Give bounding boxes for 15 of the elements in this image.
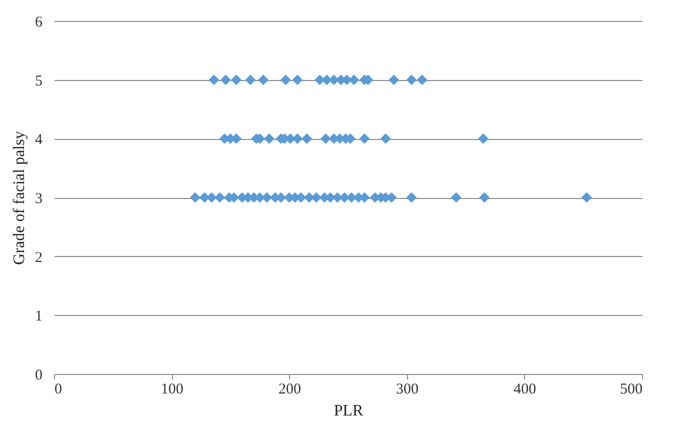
x-axis-title: PLR [334, 402, 364, 420]
y-tick-label: 4 [35, 132, 43, 148]
y-tick-label: 5 [35, 73, 42, 90]
y-axis-title: Grade of facial palsy [11, 131, 28, 265]
y-tick-label: 3 [35, 191, 42, 207]
y-tick-label: 0 [35, 368, 42, 384]
y-tick-label: 1 [35, 308, 42, 325]
x-tick-label: 400 [514, 382, 536, 398]
x-tick-label: 300 [396, 382, 419, 398]
x-tick-label: 100 [160, 382, 184, 398]
x-tick-label: 0 [54, 382, 62, 398]
x-tick-label: 500 [620, 382, 642, 398]
x-tick-label: 200 [278, 382, 301, 398]
y-tick-label: 6 [35, 14, 43, 30]
y-tick-label: 2 [35, 250, 42, 266]
